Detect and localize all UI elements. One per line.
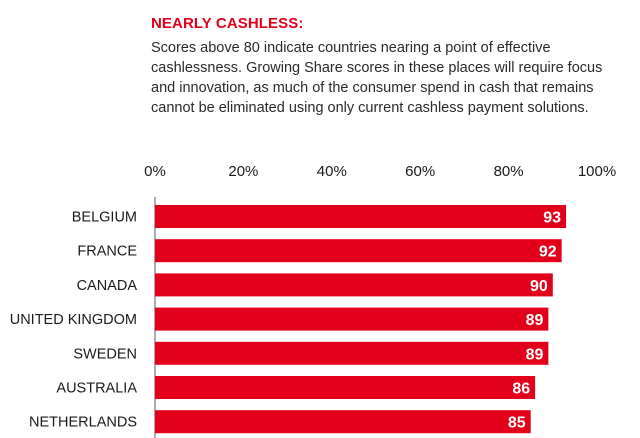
bar-value-label: 93 bbox=[543, 210, 561, 227]
bar-value-label: 90 bbox=[530, 278, 548, 295]
bar-value-label: 92 bbox=[539, 244, 557, 261]
bar-value-label: 86 bbox=[512, 381, 530, 398]
bar bbox=[155, 307, 549, 331]
bar bbox=[155, 205, 567, 228]
x-tick-label: 40% bbox=[317, 163, 347, 180]
category-label: FRANCE bbox=[77, 244, 137, 260]
x-tick-label: 60% bbox=[405, 163, 435, 180]
category-label: SWEDEN bbox=[73, 346, 137, 362]
x-tick-label: 80% bbox=[494, 163, 524, 180]
category-label: AUSTRALIA bbox=[56, 381, 137, 397]
bar bbox=[155, 239, 562, 263]
chart-title: NEARLY CASHLESS: bbox=[151, 15, 304, 32]
category-label: BELGIUM bbox=[72, 210, 137, 226]
category-label: UNITED KINGDOM bbox=[10, 312, 137, 328]
x-tick-label: 100% bbox=[578, 163, 616, 180]
bar-value-label: 89 bbox=[526, 346, 544, 363]
category-label: CANADA bbox=[77, 278, 138, 294]
category-label: NETHERLANDS bbox=[29, 415, 137, 431]
bar bbox=[155, 410, 531, 434]
chart-description: Scores above 80 indicate countries neari… bbox=[151, 40, 603, 116]
bar bbox=[155, 273, 553, 297]
bar-value-label: 89 bbox=[526, 312, 544, 329]
x-tick-label: 0% bbox=[144, 163, 166, 180]
bar bbox=[155, 341, 549, 365]
x-tick-label: 20% bbox=[228, 163, 258, 180]
bar bbox=[155, 376, 536, 399]
bar-value-label: 85 bbox=[508, 415, 526, 432]
